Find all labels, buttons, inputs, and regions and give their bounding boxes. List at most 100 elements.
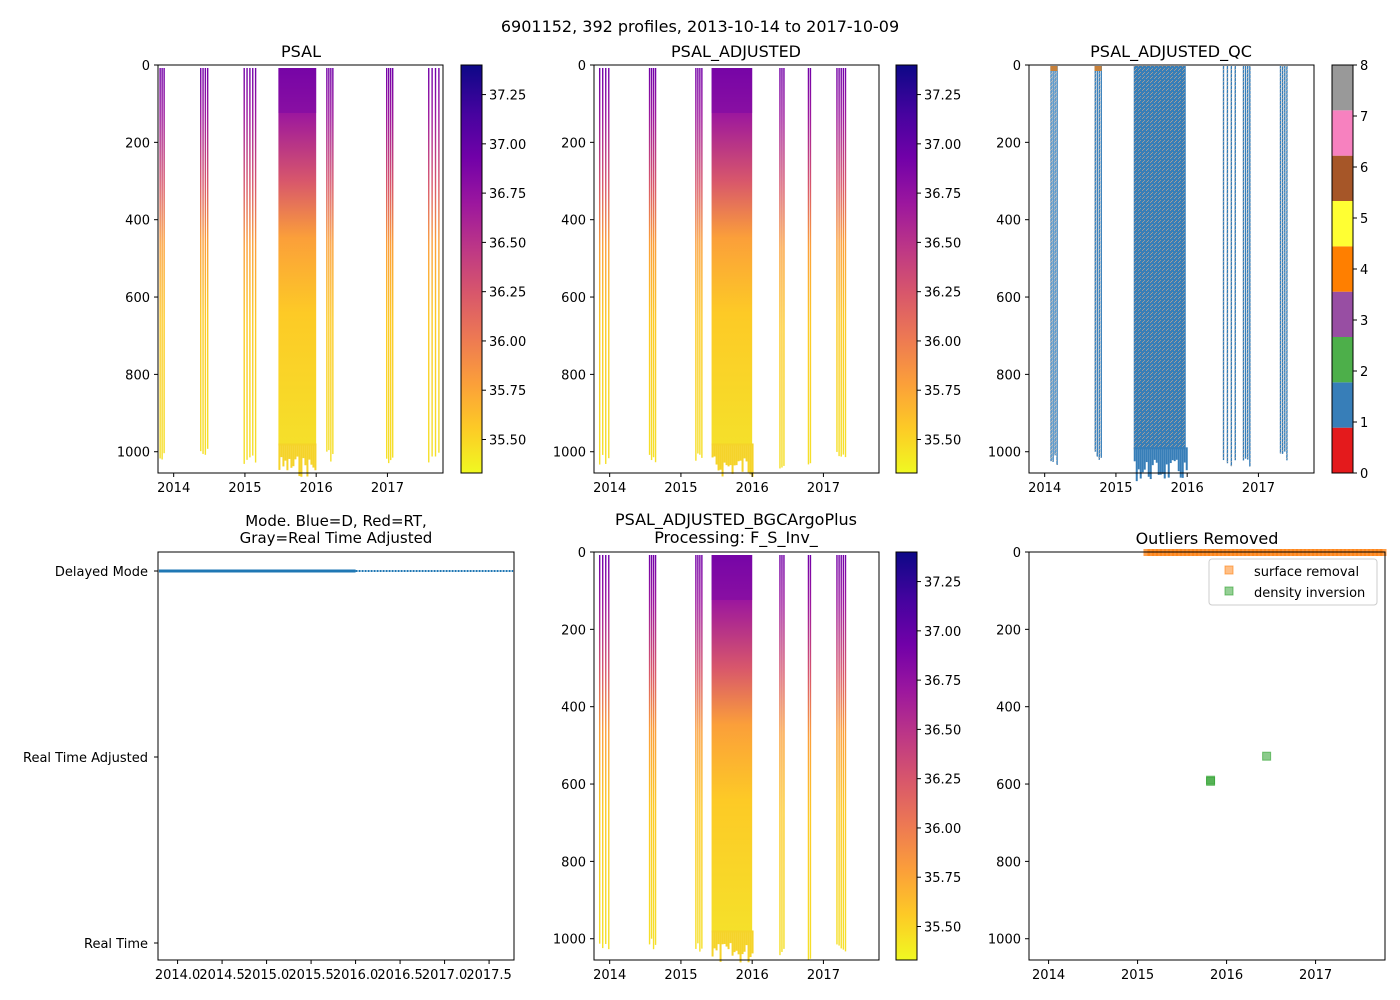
profile-block [711, 68, 753, 446]
profile-column-tip [751, 443, 754, 477]
y-tick-label: 200 [996, 136, 1021, 151]
y-tick-label: 400 [996, 214, 1021, 229]
colorbar-tick-label: 35.50 [924, 433, 961, 448]
colorbar-block [1332, 201, 1353, 247]
profile-column-tip [717, 930, 720, 945]
profile-line [652, 555, 655, 950]
y-tick-label: 0 [578, 59, 586, 74]
profile-line [1242, 66, 1245, 461]
y-tick-label: 800 [125, 368, 150, 383]
plot-frame [593, 551, 880, 961]
profile-line [1284, 66, 1286, 452]
colorbar-ticks: 0 1 2 3 4 5 6 7 8 [1353, 59, 1368, 482]
profile-line [650, 555, 653, 939]
profile-line [1226, 66, 1229, 464]
qc-surface-flag [1050, 66, 1058, 71]
panel-title: PSAL [281, 42, 321, 61]
profile-column-tip [1135, 447, 1138, 482]
profile-segment [598, 555, 610, 950]
panel-title: PSAL_ADJUSTED_QC [1090, 42, 1252, 62]
profile-column-tip [1161, 447, 1164, 474]
profile-line [1052, 66, 1054, 462]
y-tick-label: 1000 [117, 446, 150, 461]
axis-ticks: 2014 2015 2016 2017 0 200 400 600 800 1000 [553, 546, 840, 983]
profile-segment [386, 68, 394, 464]
panel-psal: PSAL 2014 2015 2016 2017 0 200 400 600 800 1000 3… [117, 42, 526, 496]
colorbar-block [1332, 427, 1353, 473]
profile-column-tip [298, 443, 301, 477]
profile-column-tip [296, 443, 299, 457]
profile-column-tip [280, 443, 283, 458]
x-tick-label: 2015 [1099, 481, 1132, 496]
profile-line [163, 68, 165, 454]
profile-column-tip [1175, 447, 1178, 460]
y-tick-label: 600 [125, 291, 150, 306]
profile-column-tip [1145, 447, 1148, 463]
y-tick-label: 200 [996, 623, 1021, 638]
profile-line [654, 555, 657, 945]
colorbar-block [1332, 110, 1353, 156]
profile-column-tip [304, 443, 307, 466]
profile-line [608, 555, 610, 950]
colorbar-tick-label: 37.00 [924, 138, 961, 153]
profile-column-tip [715, 930, 718, 951]
profile-line [1279, 66, 1282, 454]
profile-segment [836, 68, 847, 458]
profile-segment [779, 68, 785, 469]
profile-column-tip [278, 443, 281, 470]
profile-column-tip [743, 443, 746, 459]
profile-segment [807, 555, 812, 960]
profile-line [204, 68, 207, 455]
colorbar-tick-label: 7 [1360, 110, 1368, 125]
legend-marker-surface [1224, 565, 1234, 575]
profile-line [605, 68, 607, 464]
x-tick-label: 2014 [593, 481, 626, 496]
profile-column-tip [735, 443, 738, 466]
colorbar-tick-label: 36.50 [924, 236, 961, 251]
x-tick-label: 2014 [1028, 481, 1061, 496]
axis-ticks: 2014 2015 2016 2017 0 200 400 600 800 1000 [988, 59, 1275, 496]
profile-line [161, 68, 163, 460]
profile-column-tip [719, 443, 722, 470]
profile-segment [711, 68, 754, 477]
surface-layer [711, 68, 753, 113]
profile-column-tip [735, 930, 738, 951]
colorbar-tick-label: 36.00 [924, 822, 961, 837]
y-tick-label: 400 [996, 701, 1021, 716]
y-tick-label: 200 [125, 136, 150, 151]
y-tick-label: 800 [561, 855, 586, 870]
profile-column-tip [312, 443, 315, 468]
profile-column-tip [1137, 447, 1140, 470]
profile-column-tip [721, 443, 724, 477]
profile-line [1056, 66, 1058, 465]
x-tick-label: 2017 [807, 481, 840, 496]
profile-line [326, 68, 328, 452]
profile-line [1234, 66, 1236, 461]
profile-column-tip [731, 930, 734, 956]
colorbar [895, 551, 918, 961]
profile-column-tip [282, 443, 285, 467]
profile-column-tip [1133, 447, 1136, 462]
surface-layer [278, 68, 317, 113]
x-tick-label: 2017 [1242, 481, 1275, 496]
profile-column-tip [1185, 447, 1188, 471]
profile-column-tip [719, 930, 722, 962]
heatmap-data [159, 68, 440, 477]
y-tick-label: 800 [996, 855, 1021, 870]
figure-title: 6901152, 392 profiles, 2013-10-14 to 201… [501, 17, 899, 36]
colorbar-tick-label: 5 [1360, 212, 1368, 227]
profile-line [1286, 66, 1288, 461]
profile-column-tip [741, 930, 744, 955]
profile-column-tip [727, 930, 730, 950]
profile-line [434, 68, 437, 457]
y-tick-label: 1000 [988, 933, 1021, 948]
profile-column-tip [300, 443, 303, 477]
colorbar-block [1332, 246, 1353, 292]
profile-line [699, 555, 701, 952]
profile-column-tip [306, 443, 309, 477]
heatmap-data [598, 555, 847, 963]
x-tick-label: 2015 [1121, 968, 1154, 983]
profile-column-tip [747, 443, 750, 473]
profile-line [1050, 66, 1052, 462]
profile-line [608, 68, 610, 459]
